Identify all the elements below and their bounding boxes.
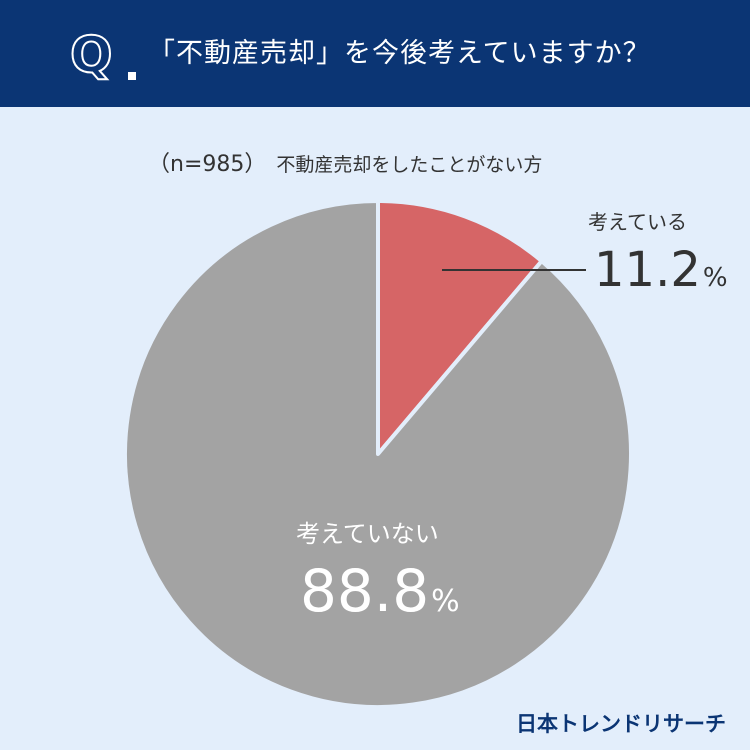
slice-label-considering: 考えている [588, 210, 687, 234]
sample-target: 不動産売却をしたことがない方 [276, 154, 543, 176]
slice-value-considering-number: 11.2 [594, 242, 701, 298]
pie-slice-0 [376, 199, 544, 456]
sample-info: （n=985） 不動産売却をしたことがない方 [148, 146, 542, 178]
slice-value-not-considering-number: 88.8 [300, 557, 430, 625]
header-bar: Q 「不動産売却」を今後考えていますか？ [0, 0, 750, 107]
q-dot-icon [128, 72, 136, 80]
slice-value-not-considering-unit: % [431, 584, 460, 619]
question-title: 「不動産売却」を今後考えていますか？ [148, 38, 651, 69]
slice-value-considering: 11.2% [594, 246, 728, 294]
slice-value-not-considering: 88.8% [300, 562, 460, 620]
brand-logo: 日本トレンドリサーチ [516, 712, 726, 736]
q-icon: Q [69, 26, 113, 84]
pie-slice-1 [123, 199, 633, 709]
slice-label-not-considering: 考えていない [296, 520, 439, 548]
slice-value-considering-unit: % [702, 263, 728, 293]
sample-size: （n=985） [148, 152, 267, 177]
